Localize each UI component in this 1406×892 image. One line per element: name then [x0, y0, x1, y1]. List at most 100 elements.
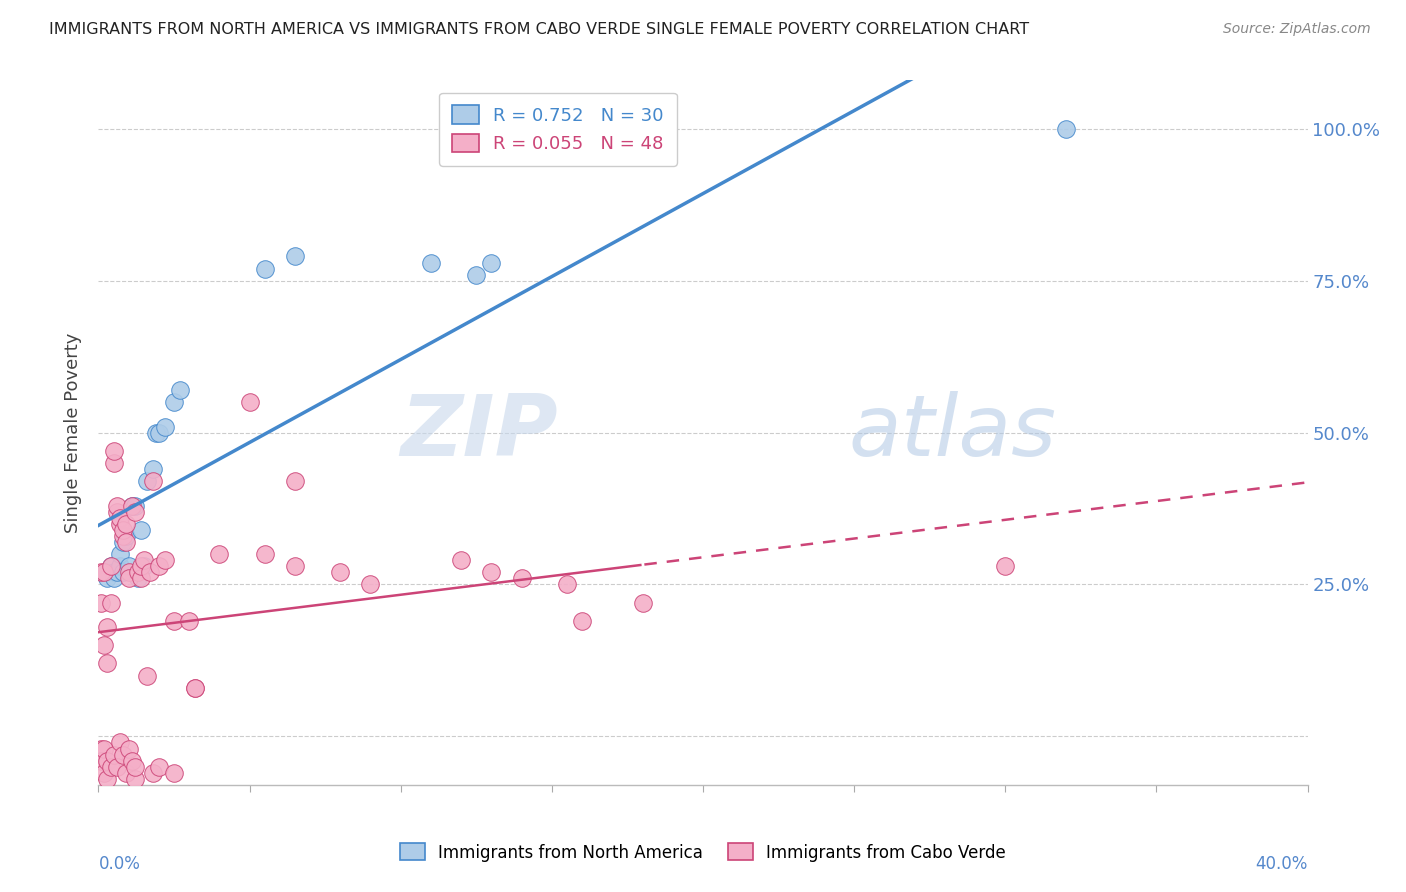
- Point: [124, 760, 146, 774]
- Point: [184, 681, 207, 695]
- Text: ZIP: ZIP: [401, 391, 558, 475]
- Point: [571, 614, 593, 628]
- Point: [103, 566, 125, 580]
- Point: [481, 255, 503, 269]
- Point: [108, 516, 131, 531]
- Point: [105, 499, 128, 513]
- Point: [132, 559, 155, 574]
- Text: Source: ZipAtlas.com: Source: ZipAtlas.com: [1223, 22, 1371, 37]
- Point: [179, 614, 201, 628]
- Point: [127, 566, 149, 580]
- Point: [135, 668, 157, 682]
- Point: [163, 395, 186, 409]
- Point: [103, 571, 125, 585]
- Point: [111, 523, 134, 537]
- Point: [90, 596, 112, 610]
- Point: [163, 614, 186, 628]
- Point: [631, 596, 654, 610]
- Point: [108, 559, 131, 574]
- Point: [93, 638, 115, 652]
- Point: [114, 529, 136, 543]
- Point: [93, 566, 115, 580]
- Point: [284, 559, 307, 574]
- Point: [360, 577, 382, 591]
- Point: [127, 571, 149, 585]
- Point: [108, 547, 131, 561]
- Point: [129, 559, 152, 574]
- Point: [100, 559, 122, 574]
- Point: [142, 474, 165, 488]
- Point: [96, 772, 118, 786]
- Point: [103, 443, 125, 458]
- Point: [114, 516, 136, 531]
- Point: [208, 547, 231, 561]
- Point: [121, 499, 143, 513]
- Point: [465, 268, 488, 282]
- Point: [111, 535, 134, 549]
- Point: [103, 747, 125, 762]
- Point: [96, 571, 118, 585]
- Point: [100, 559, 122, 574]
- Point: [105, 505, 128, 519]
- Point: [184, 681, 207, 695]
- Point: [253, 547, 276, 561]
- Point: [284, 474, 307, 488]
- Point: [510, 571, 533, 585]
- Point: [163, 765, 186, 780]
- Point: [96, 620, 118, 634]
- Point: [103, 456, 125, 470]
- Point: [555, 577, 578, 591]
- Point: [124, 505, 146, 519]
- Point: [105, 760, 128, 774]
- Point: [481, 566, 503, 580]
- Point: [108, 510, 131, 524]
- Point: [145, 425, 167, 440]
- Point: [169, 383, 191, 397]
- Point: [153, 419, 176, 434]
- Point: [148, 760, 170, 774]
- Point: [90, 566, 112, 580]
- Point: [1054, 121, 1077, 136]
- Point: [994, 559, 1017, 574]
- Point: [253, 261, 276, 276]
- Point: [124, 499, 146, 513]
- Point: [96, 657, 118, 671]
- Point: [142, 462, 165, 476]
- Point: [284, 250, 307, 264]
- Point: [139, 566, 162, 580]
- Point: [90, 741, 112, 756]
- Text: 40.0%: 40.0%: [1256, 855, 1308, 873]
- Point: [420, 255, 443, 269]
- Point: [118, 566, 141, 580]
- Text: IMMIGRANTS FROM NORTH AMERICA VS IMMIGRANTS FROM CABO VERDE SINGLE FEMALE POVERT: IMMIGRANTS FROM NORTH AMERICA VS IMMIGRA…: [49, 22, 1029, 37]
- Point: [148, 425, 170, 440]
- Legend: Immigrants from North America, Immigrants from Cabo Verde: Immigrants from North America, Immigrant…: [394, 837, 1012, 868]
- Point: [129, 571, 152, 585]
- Point: [129, 523, 152, 537]
- Point: [111, 566, 134, 580]
- Text: atlas: atlas: [848, 391, 1056, 475]
- Point: [114, 535, 136, 549]
- Point: [96, 754, 118, 768]
- Point: [93, 765, 115, 780]
- Point: [105, 566, 128, 580]
- Point: [114, 765, 136, 780]
- Point: [121, 499, 143, 513]
- Point: [142, 765, 165, 780]
- Text: 0.0%: 0.0%: [98, 855, 141, 873]
- Point: [450, 553, 472, 567]
- Point: [118, 559, 141, 574]
- Point: [148, 559, 170, 574]
- Point: [132, 553, 155, 567]
- Point: [118, 741, 141, 756]
- Point: [100, 596, 122, 610]
- Point: [108, 735, 131, 749]
- Point: [239, 395, 262, 409]
- Y-axis label: Single Female Poverty: Single Female Poverty: [65, 333, 83, 533]
- Point: [93, 741, 115, 756]
- Point: [153, 553, 176, 567]
- Point: [329, 566, 352, 580]
- Point: [121, 754, 143, 768]
- Point: [111, 747, 134, 762]
- Point: [118, 571, 141, 585]
